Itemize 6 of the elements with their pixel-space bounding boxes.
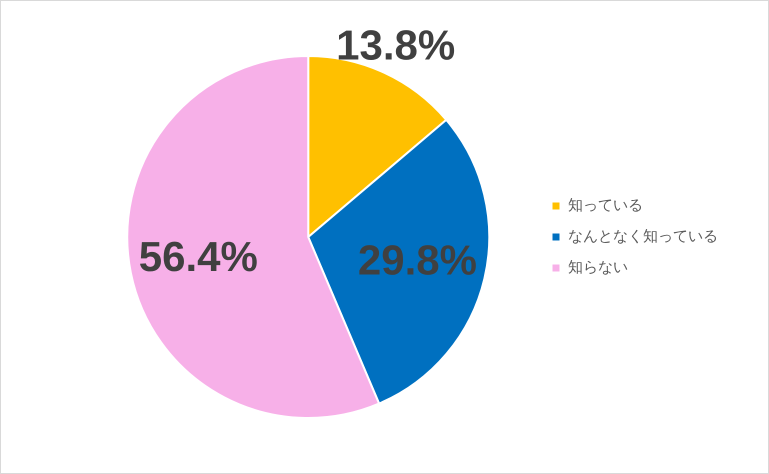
- legend-label: なんとなく知っている: [568, 226, 718, 245]
- data-label: 13.8%: [336, 22, 456, 69]
- legend-label: 知っている: [568, 196, 643, 214]
- data-label: 29.8%: [358, 236, 477, 284]
- legend-label: 知らない: [568, 258, 628, 276]
- data-label: 56.4%: [138, 232, 258, 280]
